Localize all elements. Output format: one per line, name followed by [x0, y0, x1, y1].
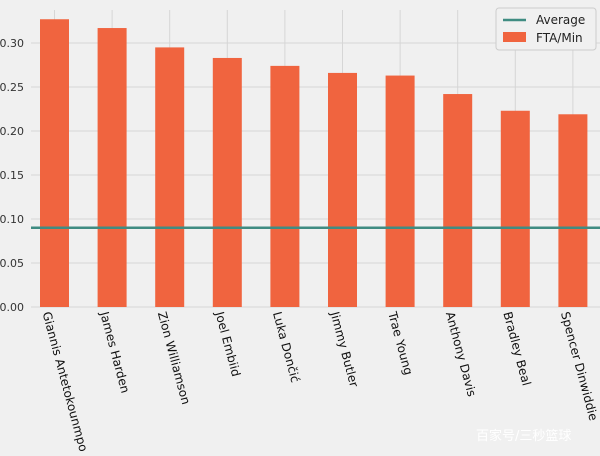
bar — [270, 65, 300, 307]
y-tick-label: 0.25 — [0, 81, 24, 94]
bar — [40, 19, 69, 308]
bar — [155, 47, 185, 308]
bar — [558, 114, 588, 307]
bar — [385, 75, 415, 307]
bar — [443, 94, 473, 307]
legend-fta-swatch — [503, 32, 526, 42]
legend-fta-label: FTA/Min — [536, 31, 583, 45]
bar — [328, 72, 357, 307]
legend-average-label: Average — [536, 13, 585, 27]
y-tick-label: 0.10 — [0, 213, 24, 226]
y-tick-label: 0.20 — [0, 125, 24, 138]
watermark-text: 百家号/三秒篮球 — [476, 428, 571, 444]
y-tick-label: 0.00 — [0, 301, 24, 314]
bar — [212, 57, 242, 308]
y-tick-label: 0.15 — [0, 169, 24, 182]
y-tick-label: 0.05 — [0, 257, 24, 270]
legend: Average FTA/Min — [495, 7, 597, 51]
bars — [40, 19, 588, 308]
bar — [97, 28, 127, 307]
y-axis-tick-labels: 0.00 0.05 0.10 0.15 0.20 0.25 0.30 — [0, 37, 24, 314]
y-tick-label: 0.30 — [0, 37, 24, 50]
bar — [500, 110, 530, 307]
